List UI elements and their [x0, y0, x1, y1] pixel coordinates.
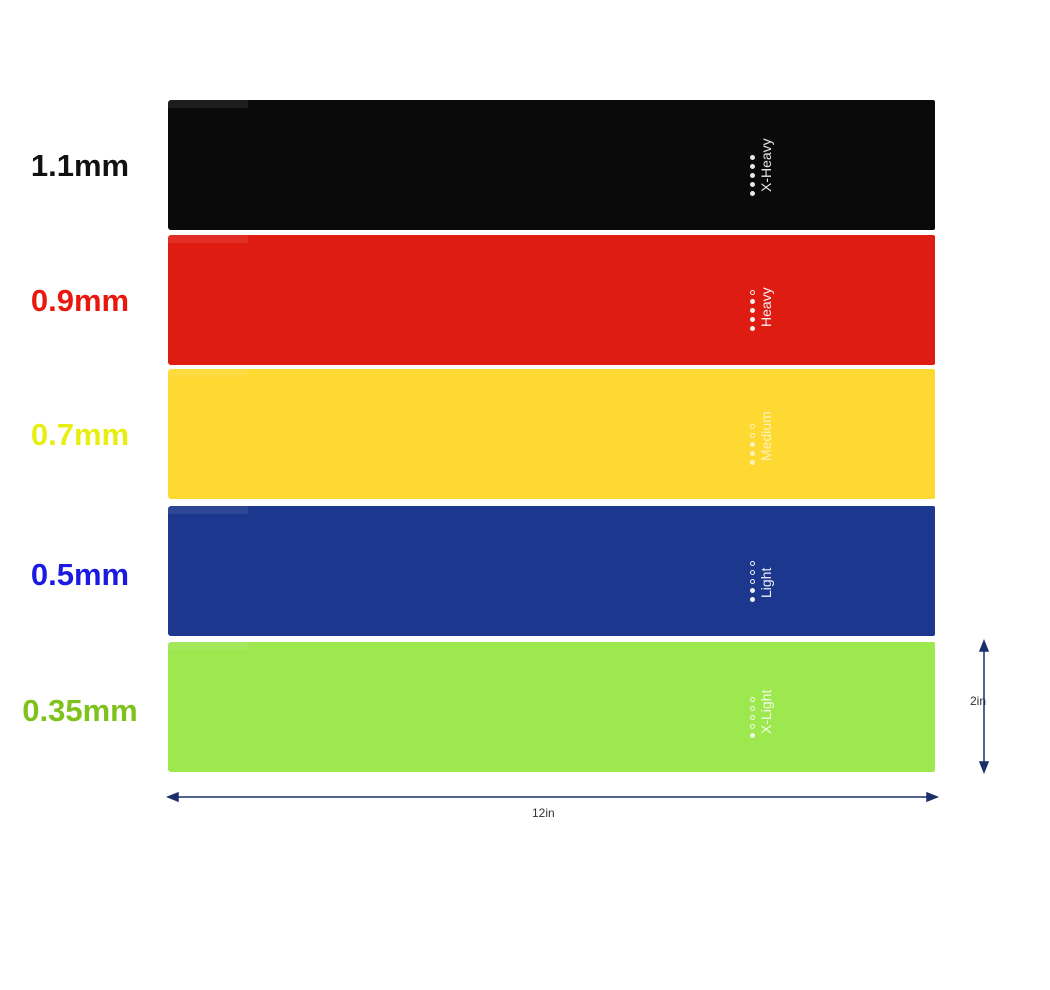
filled-dot [750, 308, 755, 313]
filled-dot [750, 182, 755, 187]
resistance-level-dots [750, 155, 755, 196]
resistance-level-label: Light [758, 567, 774, 598]
resistance-level-dots [750, 290, 755, 331]
empty-dot [750, 433, 755, 438]
empty-dot [750, 724, 755, 729]
height-arrow-bottom-head [978, 761, 990, 775]
resistance-level-label: X-Light [758, 689, 774, 734]
resistance-level-label: Medium [758, 411, 774, 461]
resistance-level-dots [750, 561, 755, 602]
resistance-band: Heavy [168, 235, 935, 365]
filled-dot [750, 733, 755, 738]
filled-dot [750, 299, 755, 304]
filled-dot [750, 164, 755, 169]
empty-dot [750, 561, 755, 566]
empty-dot [750, 570, 755, 575]
filled-dot [750, 460, 755, 465]
resistance-band: X-Heavy [168, 100, 935, 230]
filled-dot [750, 451, 755, 456]
resistance-level-dots [750, 424, 755, 465]
empty-dot [750, 579, 755, 584]
resistance-level-dots [750, 697, 755, 738]
band-fold [168, 506, 248, 514]
resistance-level-label: Heavy [758, 287, 774, 327]
band-fold [168, 100, 248, 108]
filled-dot [750, 588, 755, 593]
resistance-band: Light [168, 506, 935, 636]
filled-dot [750, 317, 755, 322]
thickness-label: 0.5mm [30, 557, 130, 592]
empty-dot [750, 697, 755, 702]
band-fold [168, 235, 248, 243]
filled-dot [750, 191, 755, 196]
filled-dot [750, 173, 755, 178]
resistance-band: Medium [168, 369, 935, 499]
width-arrow-left-head [165, 791, 179, 803]
filled-dot [750, 155, 755, 160]
height-dimension-label: 2in [970, 694, 987, 708]
filled-dot [750, 442, 755, 447]
width-arrow-right-head [926, 791, 940, 803]
width-dimension-label: 12in [532, 806, 555, 820]
thickness-label: 0.7mm [30, 417, 130, 452]
filled-dot [750, 326, 755, 331]
resistance-level-label: X-Heavy [758, 138, 774, 192]
filled-dot [750, 597, 755, 602]
thickness-label: 1.1mm [30, 148, 130, 183]
empty-dot [750, 290, 755, 295]
band-fold [168, 642, 248, 650]
empty-dot [750, 424, 755, 429]
empty-dot [750, 715, 755, 720]
thickness-label: 0.35mm [22, 693, 138, 728]
height-arrow-top-head [978, 638, 990, 652]
thickness-label: 0.9mm [30, 283, 130, 318]
empty-dot [750, 706, 755, 711]
resistance-band: X-Light [168, 642, 935, 772]
band-fold [168, 369, 248, 377]
